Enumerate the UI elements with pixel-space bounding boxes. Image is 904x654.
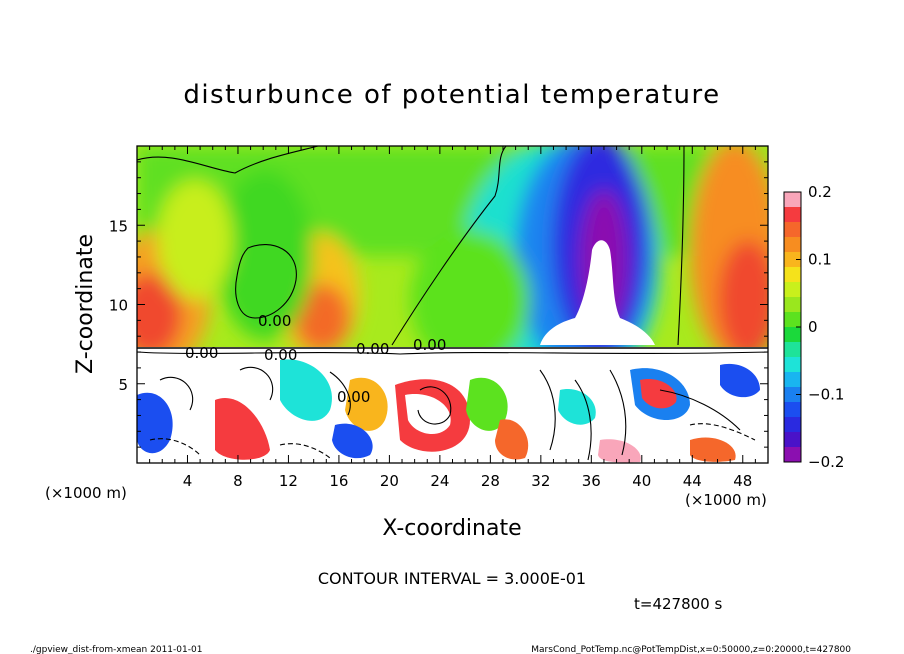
x-tick-label: 8 (233, 472, 243, 490)
x-tick-label: 28 (481, 472, 500, 490)
colorbar-swatch (784, 342, 801, 358)
x-axis-label: X-coordinate (382, 516, 521, 541)
colorbar-swatch (784, 327, 801, 343)
colorbar-tick-label: 0.2 (808, 183, 832, 201)
colorbar-swatch (784, 417, 801, 433)
x-tick-label: 40 (632, 472, 651, 490)
x-tick-label: 44 (683, 472, 702, 490)
contour-label: 0.00 (413, 336, 446, 354)
contour-interval-note: CONTOUR INTERVAL = 3.000E-01 (318, 569, 586, 588)
x-axis-ticks: 4 8 12 16 20 24 28 32 36 40 44 48 (149, 146, 756, 490)
y-axis-ticks: 5 10 15 (109, 161, 768, 448)
x-unit-left: (×1000 m) (45, 484, 127, 502)
footer-left: ./gpview_dist-from-xmean 2011-01-01 (30, 645, 202, 654)
contour-lines (137, 146, 768, 461)
colorbar-swatch (784, 282, 801, 298)
colorbar-swatch (784, 252, 801, 268)
white-plume (540, 240, 655, 345)
plot-area (137, 146, 768, 463)
contour-label: 0.00 (337, 388, 370, 406)
colorbar-swatch (784, 267, 801, 283)
colorbar-swatch (784, 402, 801, 418)
colorbar-tick-label: 0.1 (808, 251, 832, 269)
y-tick-label: 15 (109, 217, 128, 235)
colorbar-swatch (784, 432, 801, 448)
y-tick-label: 10 (109, 297, 128, 315)
y-axis-label: Z-coordinate (73, 234, 98, 374)
contour-label: 0.00 (185, 344, 218, 362)
colorbar-swatch (784, 387, 801, 403)
x-unit-right: (×1000 m) (685, 491, 767, 509)
colorbar-tick-label: −0.2 (808, 453, 844, 471)
contour-label: 0.00 (264, 346, 297, 364)
colorbar-swatch (784, 222, 801, 238)
colorbar-swatch (784, 207, 801, 223)
x-tick-label: 32 (531, 472, 550, 490)
colorbar-swatch (784, 312, 801, 328)
x-tick-label: 12 (279, 472, 298, 490)
contour-label: 0.00 (258, 312, 291, 330)
x-tick-label: 16 (329, 472, 348, 490)
x-tick-label: 4 (183, 472, 193, 490)
colorbar-tick-label: −0.1 (808, 386, 844, 404)
colorbar: 0.2 0.1 0 −0.1 −0.2 (783, 183, 844, 471)
contour-label: 0.00 (356, 340, 389, 358)
colorbar-swatch (784, 237, 801, 253)
x-tick-label: 48 (733, 472, 752, 490)
x-tick-label: 36 (582, 472, 601, 490)
footer-right: MarsCond_PotTemp.nc@PotTempDist,x=0:5000… (531, 645, 851, 654)
colorbar-tick-label: 0 (808, 318, 818, 336)
lower-layer-patches (137, 359, 760, 463)
colorbar-swatch (784, 447, 801, 463)
y-tick-label: 5 (118, 376, 128, 394)
time-label: t=427800 s (634, 595, 722, 613)
colorbar-swatch (784, 192, 801, 208)
x-tick-label: 24 (430, 472, 449, 490)
colorbar-swatch (784, 297, 801, 313)
colorbar-swatch (784, 372, 801, 388)
colorbar-swatch (784, 357, 801, 373)
contour-value-labels: 0.00 0.00 0.00 0.00 0.00 0.00 (185, 312, 446, 406)
chart-title: disturbunce of potential temperature (183, 80, 720, 110)
x-tick-label: 20 (380, 472, 399, 490)
